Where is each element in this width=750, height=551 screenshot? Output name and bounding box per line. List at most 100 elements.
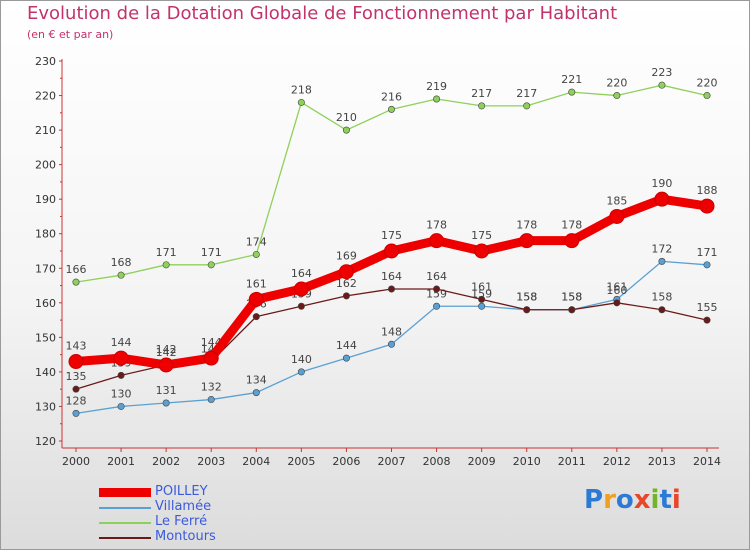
data-point-poilley [609, 208, 625, 224]
data-label-montours: 155 [697, 301, 718, 314]
chart-subtitle: (en € et par an) [27, 28, 114, 41]
data-point-montours [387, 285, 395, 293]
data-point-poilley [474, 243, 490, 259]
x-tick-label: 2011 [558, 455, 586, 468]
data-label-villam-e: 148 [381, 325, 402, 338]
data-point-montours [72, 385, 80, 393]
data-label-villam-e: 140 [291, 353, 312, 366]
proxiti-logo: Proxiti [584, 485, 681, 515]
x-tick-label: 2008 [423, 455, 451, 468]
data-point-montours [703, 316, 711, 324]
data-point-poilley [429, 233, 445, 249]
data-label-villam-e: 172 [651, 242, 672, 255]
x-tick-label: 2010 [513, 455, 541, 468]
data-point-poilley [158, 357, 174, 373]
data-label-le-ferr-: 220 [697, 77, 718, 90]
y-tick-label: 140 [35, 366, 56, 379]
logo-letter: x [633, 485, 651, 515]
data-label-le-ferr-: 171 [156, 246, 177, 259]
data-label-montours: 164 [381, 270, 402, 283]
y-tick-label: 160 [35, 297, 56, 310]
data-label-le-ferr-: 217 [471, 87, 492, 100]
data-label-le-ferr-: 220 [606, 77, 627, 90]
data-point-le-ferr- [342, 126, 350, 134]
data-label-poilley: 178 [561, 219, 582, 232]
data-label-le-ferr-: 218 [291, 83, 312, 96]
x-tick-label: 2000 [62, 455, 90, 468]
data-label-le-ferr-: 221 [561, 73, 582, 86]
data-point-villam-e [703, 261, 711, 269]
data-point-poilley [699, 198, 715, 214]
data-point-poilley [293, 281, 309, 297]
data-point-le-ferr- [252, 250, 260, 258]
x-tick-label: 2004 [242, 455, 270, 468]
data-point-le-ferr- [703, 92, 711, 100]
series-line-montours [75, 288, 708, 390]
data-point-montours [523, 306, 531, 314]
data-label-poilley: 175 [471, 229, 492, 242]
x-tick-label: 2002 [152, 455, 180, 468]
legend-item-le-ferre: Le Ferré [99, 514, 299, 530]
data-label-poilley: 178 [426, 219, 447, 232]
legend-label-montours: Montours [155, 529, 216, 544]
y-tick-label: 120 [35, 435, 56, 448]
data-point-montours [433, 285, 441, 293]
data-point-villam-e [478, 302, 486, 310]
data-point-le-ferr- [117, 271, 125, 279]
data-point-le-ferr- [478, 102, 486, 110]
data-label-villam-e: 158 [561, 291, 582, 304]
data-point-le-ferr- [72, 278, 80, 286]
data-label-poilley: 185 [606, 194, 627, 207]
data-point-villam-e [252, 389, 260, 397]
data-label-le-ferr-: 223 [651, 66, 672, 79]
data-point-montours [117, 371, 125, 379]
x-tick-label: 2014 [693, 455, 721, 468]
logo-letter: P [584, 485, 604, 515]
data-label-montours: 135 [66, 370, 87, 383]
data-label-villam-e: 128 [66, 394, 87, 407]
data-point-le-ferr- [568, 88, 576, 96]
data-label-montours: 158 [516, 291, 537, 304]
data-label-montours: 158 [561, 291, 582, 304]
legend-label-poilley: POILLEY [155, 484, 208, 499]
data-label-poilley: 188 [697, 184, 718, 197]
data-point-montours [478, 295, 486, 303]
data-label-poilley: 169 [336, 250, 357, 263]
x-tick-label: 2001 [107, 455, 135, 468]
legend-swatch-villamee [99, 507, 151, 509]
logo-letter: i [650, 485, 660, 515]
legend-swatch-montours [99, 537, 151, 539]
x-tick-label: 2007 [378, 455, 406, 468]
logo-letter: r [603, 485, 616, 515]
data-point-poilley [519, 233, 535, 249]
data-label-le-ferr-: 216 [381, 90, 402, 103]
data-label-montours: 160 [606, 284, 627, 297]
data-point-villam-e [433, 302, 441, 310]
data-point-le-ferr- [387, 105, 395, 113]
data-label-villam-e: 131 [156, 384, 177, 397]
data-point-poilley [654, 191, 670, 207]
data-point-montours [297, 302, 305, 310]
data-point-villam-e [117, 402, 125, 410]
y-tick-label: 220 [35, 90, 56, 103]
data-point-montours [342, 292, 350, 300]
data-label-poilley: 164 [291, 267, 312, 280]
data-point-villam-e [207, 396, 215, 404]
data-label-villam-e: 134 [246, 374, 267, 387]
data-label-villam-e: 132 [201, 381, 222, 394]
y-tick-label: 170 [35, 262, 56, 275]
data-point-poilley [564, 233, 580, 249]
data-point-montours [658, 306, 666, 314]
legend-swatch-poilley [99, 488, 151, 497]
data-point-le-ferr- [658, 81, 666, 89]
data-label-poilley: 143 [66, 340, 87, 353]
y-tick-label: 210 [35, 124, 56, 137]
data-point-poilley [338, 264, 354, 280]
y-tick-label: 190 [35, 193, 56, 206]
data-label-le-ferr-: 217 [516, 87, 537, 100]
data-point-montours [613, 299, 621, 307]
data-label-villam-e: 144 [336, 339, 357, 352]
data-point-le-ferr- [162, 261, 170, 269]
data-label-le-ferr-: 168 [111, 256, 132, 269]
logo-letter: i [671, 485, 681, 515]
